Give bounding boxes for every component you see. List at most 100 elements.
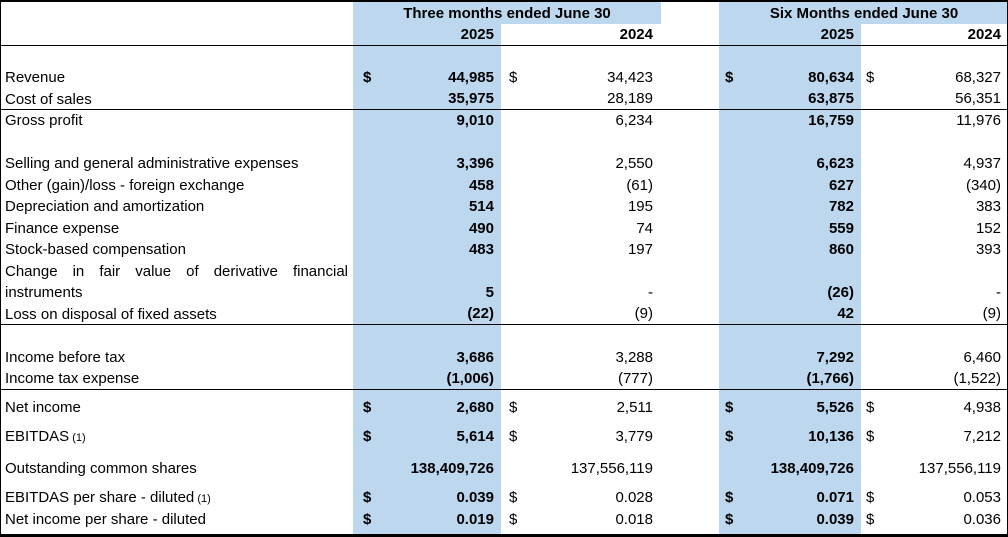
year-label: 2024 [619,26,653,43]
value-cell: $44,985 [353,67,501,89]
cell-value: 68,327 [955,69,1001,87]
value-cell: (61) [501,175,661,197]
cell-value: (340) [965,176,1001,194]
currency-symbol: $ [866,510,875,528]
currency-symbol: $ [363,510,372,528]
cell-value: (9) [982,305,1001,323]
table-row: Gross profit 9,010 6,234 16,759 11,976 [1,110,1007,132]
value-cell: 6,623 [719,153,861,175]
value-cell: 3,288 [501,347,661,369]
year-header-row: 2025 2024 2025 2024 [1,24,1007,46]
footnote-marker: (1) [69,432,86,444]
table-row: Stock-based compensation 483 197 860 393 [1,239,1007,261]
value-cell: 11,976 [861,110,1007,132]
cell-value: - [996,283,1001,301]
cell-value: 5 [485,283,494,301]
table-row: Revenue $44,985 $34,423 $80,634 $68,327 [1,67,1007,89]
cell-value: 137,556,119 [918,459,1001,477]
spacer-row [1,390,1007,397]
spacer-row [1,46,1007,67]
value-cell: 63,875 [719,89,861,110]
value-cell: $0.039 [353,487,501,509]
cell-value: 0.039 [816,510,854,528]
cell-value: (1,766) [806,369,854,387]
currency-symbol: $ [363,428,372,446]
cell-value: 2,550 [615,155,653,173]
value-cell: $2,680 [353,397,501,419]
value-cell: $7,212 [861,426,1007,448]
cell-value: 860 [828,241,854,259]
row-label: Change in fair value of derivative finan… [5,262,348,302]
value-cell: 6,234 [501,110,661,132]
value-cell: 138,409,726 [719,458,861,480]
currency-symbol: $ [866,489,875,507]
cell-value: 5,614 [456,428,494,446]
column-gap [661,24,719,45]
cell-value: 3,779 [615,428,653,446]
cell-value: 2,511 [616,398,653,416]
value-cell: 383 [861,196,1007,218]
spacer-row [1,448,1007,458]
value-cell: $80,634 [719,67,861,89]
value-cell: 860 [719,239,861,261]
value-cell: $4,938 [861,397,1007,419]
value-cell: 5 [353,261,501,304]
cell-value: 80,634 [808,69,854,87]
cell-value: 138,409,726 [410,459,494,477]
value-cell: 137,556,119 [501,458,661,480]
value-cell: 35,975 [353,89,501,110]
cell-value: 35,975 [448,90,494,108]
column-gap [661,2,719,24]
cell-value: 2,680 [456,398,494,416]
cell-value: 514 [468,198,494,216]
value-cell: (22) [353,304,501,325]
currency-symbol: $ [363,69,372,87]
highlight-column-six-months-2025 [719,2,861,534]
row-label: Cost of sales [5,90,92,108]
cell-value: 559 [828,219,854,237]
year-label: 2024 [967,26,1001,43]
currency-symbol: $ [509,428,518,446]
table-row: Selling and general administrative expen… [1,153,1007,175]
year-label: 2025 [460,26,494,43]
year-header-three-months-2024: 2024 [501,24,661,45]
currency-symbol: $ [725,69,734,87]
spacer-row [1,418,1007,426]
value-cell: $0.053 [861,487,1007,509]
value-cell: 195 [501,196,661,218]
row-label: EBITDAS per share - diluted (1) [5,489,211,506]
value-cell: 42 [719,304,861,325]
cell-value: 782 [828,198,854,216]
column-gap [661,458,719,480]
column-gap [661,175,719,197]
value-cell: 6,460 [861,347,1007,369]
column-gap [661,89,719,110]
currency-symbol: $ [509,398,518,416]
value-cell: $0.019 [353,509,501,531]
value-cell: 490 [353,218,501,240]
column-gap [661,153,719,175]
value-cell: 3,396 [353,153,501,175]
currency-symbol: $ [725,398,734,416]
cell-value: (777) [617,369,653,387]
cell-value: 74 [636,219,653,237]
currency-symbol: $ [725,428,734,446]
cell-value: 138,409,726 [770,459,854,477]
cell-value: 197 [627,241,653,259]
cell-value: 6,460 [963,348,1001,366]
cell-value: 137,556,119 [570,459,653,477]
value-cell: (1,006) [353,368,501,389]
cell-value: 0.018 [615,510,653,528]
cell-value: 3,288 [615,348,653,366]
cell-value: (1,522) [953,369,1001,387]
row-label: Loss on disposal of fixed assets [5,305,217,323]
cell-value: (9) [634,305,653,323]
column-gap [661,110,719,132]
table-row: Cost of sales 35,975 28,189 63,875 56,351 [1,89,1007,110]
row-label: Income before tax [5,348,126,366]
spacer-row [1,479,1007,487]
table-row: Net income $2,680 $2,511 $5,526 $4,938 [1,397,1007,419]
cell-value: 44,985 [448,69,494,87]
value-cell: 514 [353,196,501,218]
